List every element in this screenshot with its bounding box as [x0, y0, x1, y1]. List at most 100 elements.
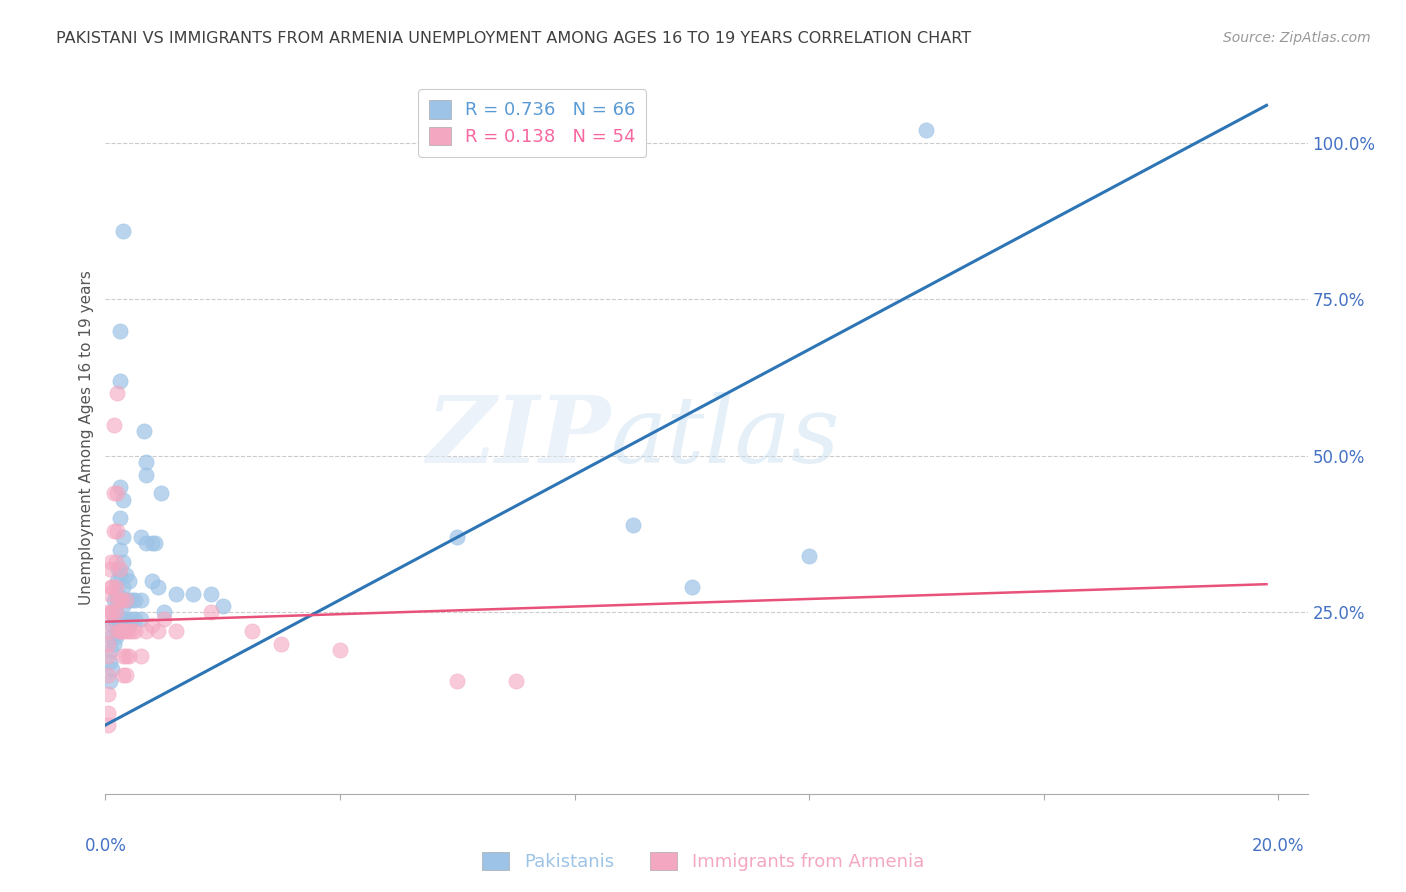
Point: [112, 223, 135, 237]
Point: [141, 618, 163, 632]
Point: [101, 662, 124, 676]
Point: [100, 631, 122, 645]
Point: [105, 574, 128, 588]
Point: [112, 668, 135, 682]
Point: [107, 586, 129, 600]
Point: [107, 624, 129, 639]
Point: [105, 618, 128, 632]
Point: [240, 624, 263, 639]
Point: [100, 605, 122, 619]
Point: [100, 643, 122, 657]
Legend: Pakistanis, Immigrants from Armenia: Pakistanis, Immigrants from Armenia: [475, 845, 931, 879]
Point: [103, 637, 125, 651]
Point: [129, 612, 152, 626]
Point: [112, 580, 135, 594]
Point: [915, 123, 938, 137]
Point: [446, 530, 468, 544]
Point: [97, 706, 120, 720]
Point: [107, 624, 129, 639]
Point: [103, 592, 125, 607]
Point: [97, 668, 120, 682]
Point: [108, 480, 131, 494]
Point: [505, 674, 527, 689]
Point: [112, 649, 135, 664]
Point: [121, 592, 143, 607]
Point: [115, 649, 138, 664]
Point: [141, 536, 163, 550]
Point: [446, 674, 468, 689]
Point: [118, 649, 141, 664]
Point: [135, 467, 157, 482]
Point: [97, 649, 120, 664]
Point: [135, 624, 157, 639]
Point: [103, 486, 125, 500]
Point: [103, 417, 125, 432]
Point: [115, 668, 138, 682]
Point: [112, 624, 135, 639]
Point: [183, 586, 205, 600]
Point: [129, 592, 152, 607]
Point: [681, 580, 703, 594]
Point: [121, 612, 143, 626]
Point: [108, 592, 131, 607]
Point: [108, 561, 131, 575]
Point: [129, 649, 152, 664]
Point: [107, 561, 129, 575]
Point: [129, 530, 152, 544]
Point: [115, 612, 138, 626]
Point: [115, 592, 138, 607]
Point: [105, 486, 128, 500]
Point: [98, 674, 121, 689]
Point: [101, 618, 124, 632]
Point: [108, 624, 131, 639]
Point: [103, 524, 125, 538]
Point: [97, 637, 120, 651]
Point: [105, 605, 128, 619]
Point: [108, 374, 131, 388]
Point: [98, 656, 121, 670]
Point: [108, 511, 131, 525]
Point: [112, 492, 135, 507]
Point: [105, 555, 128, 569]
Point: [103, 612, 125, 626]
Point: [118, 592, 141, 607]
Point: [108, 592, 131, 607]
Point: [112, 618, 135, 632]
Point: [111, 592, 134, 607]
Point: [97, 687, 120, 701]
Point: [121, 624, 143, 639]
Point: [98, 586, 121, 600]
Point: [270, 637, 292, 651]
Point: [105, 386, 128, 401]
Text: Source: ZipAtlas.com: Source: ZipAtlas.com: [1223, 31, 1371, 45]
Y-axis label: Unemployment Among Ages 16 to 19 years: Unemployment Among Ages 16 to 19 years: [79, 269, 94, 605]
Text: PAKISTANI VS IMMIGRANTS FROM ARMENIA UNEMPLOYMENT AMONG AGES 16 TO 19 YEARS CORR: PAKISTANI VS IMMIGRANTS FROM ARMENIA UNE…: [56, 31, 972, 46]
Point: [200, 586, 222, 600]
Point: [124, 612, 146, 626]
Point: [111, 592, 134, 607]
Point: [115, 624, 138, 639]
Text: ZIP: ZIP: [426, 392, 610, 482]
Point: [200, 605, 222, 619]
Point: [111, 624, 134, 639]
Point: [211, 599, 233, 613]
Text: 0.0%: 0.0%: [84, 837, 127, 855]
Point: [150, 486, 173, 500]
Point: [135, 455, 157, 469]
Point: [107, 592, 129, 607]
Point: [112, 599, 135, 613]
Point: [97, 624, 120, 639]
Point: [101, 580, 124, 594]
Point: [797, 549, 820, 563]
Point: [112, 530, 135, 544]
Point: [118, 618, 141, 632]
Point: [100, 555, 122, 569]
Point: [118, 574, 141, 588]
Point: [148, 624, 170, 639]
Point: [98, 561, 121, 575]
Point: [97, 605, 120, 619]
Point: [165, 586, 187, 600]
Point: [100, 580, 122, 594]
Point: [105, 605, 128, 619]
Point: [124, 592, 146, 607]
